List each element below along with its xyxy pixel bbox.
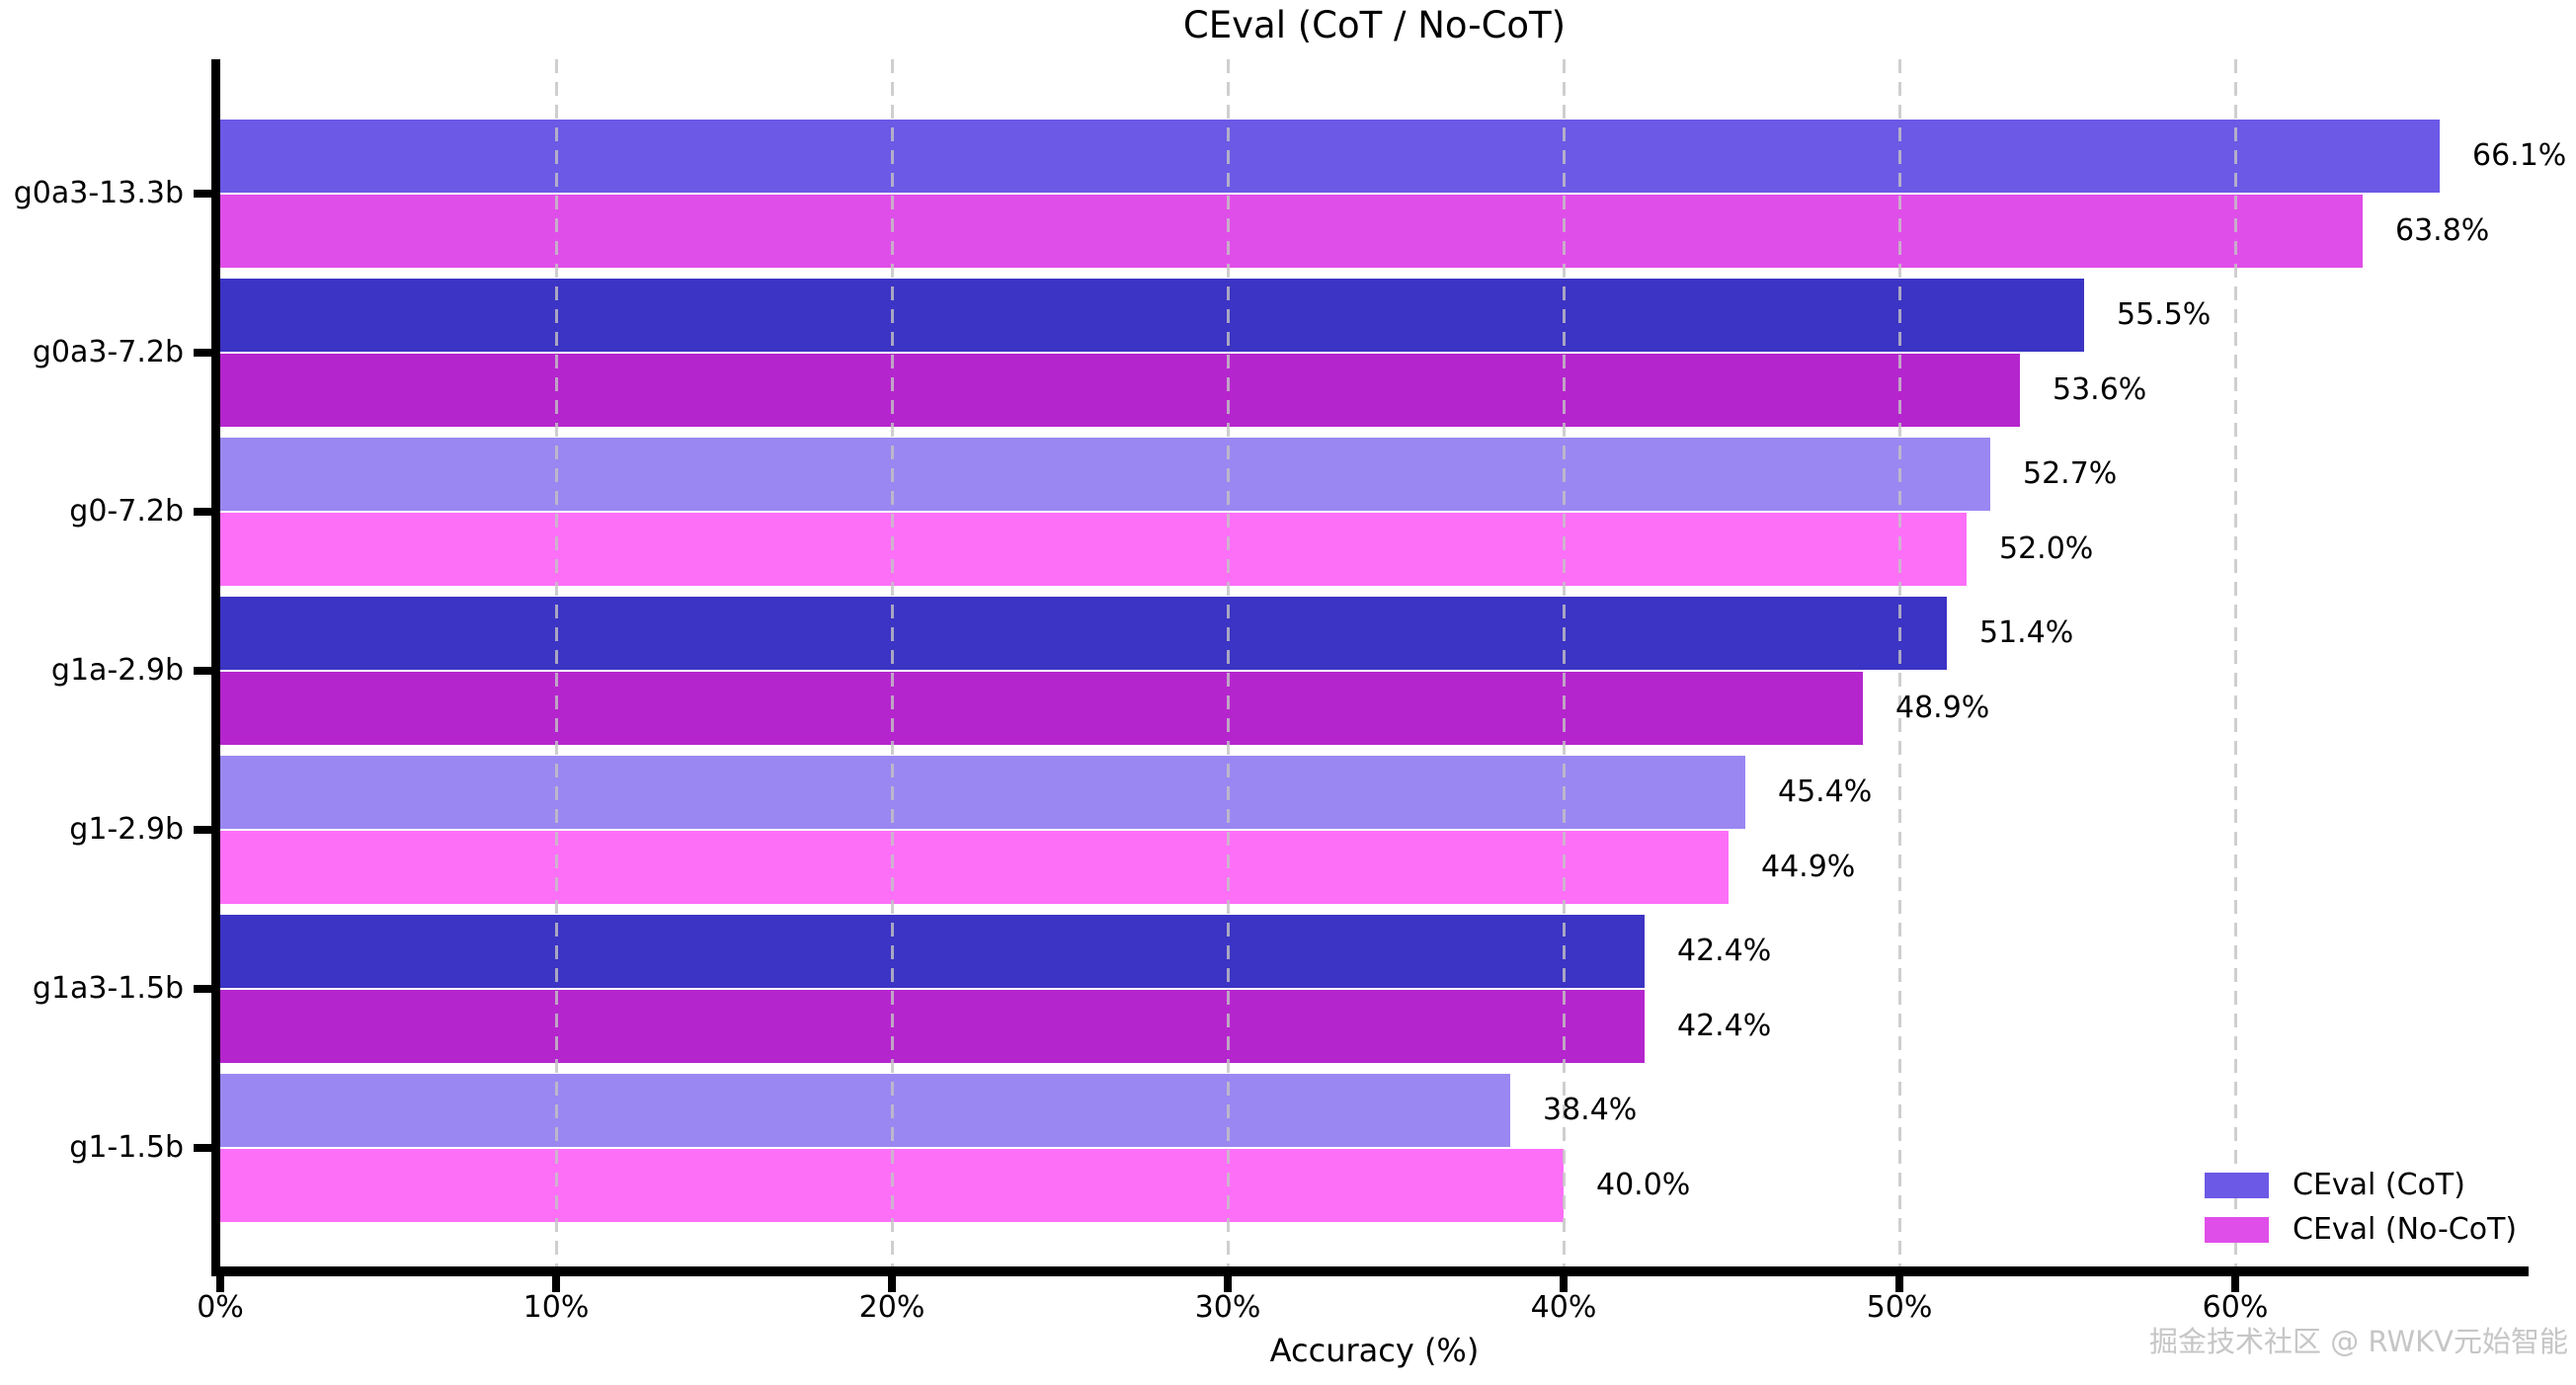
value-label-cot-g0-7.2b: 52.7%: [2023, 456, 2118, 491]
y-axis-spine: [211, 59, 220, 1276]
value-label-nocot-g0a3-7.2b: 53.6%: [2053, 372, 2147, 407]
bar-cot-g1-1.5b: [220, 1074, 1510, 1147]
legend: CEval (CoT) CEval (No-CoT): [2205, 1168, 2518, 1262]
y-tick-mark-g1-1.5b: [194, 1144, 211, 1152]
bar-cot-g0a3-7.2b: [220, 279, 2084, 352]
bar-nocot-g1a-2.9b: [220, 672, 1863, 745]
y-tick-mark-g1-2.9b: [194, 826, 211, 834]
watermark: 掘金技术社区 @ RWKV元始智能: [2149, 1325, 2568, 1358]
x-tick-label-0pct: 0%: [197, 1290, 244, 1325]
x-tick-mark-60pct: [2231, 1276, 2239, 1292]
bar-nocot-g1-2.9b: [220, 831, 1729, 904]
x-tick-mark-40pct: [1560, 1276, 1568, 1292]
bar-cot-g1-2.9b: [220, 756, 1745, 829]
value-label-nocot-g1-2.9b: 44.9%: [1761, 850, 1856, 884]
chart-title: CEval (CoT / No-CoT): [1182, 4, 1567, 46]
y-tick-mark-g0a3-13.3b: [194, 190, 211, 198]
value-label-nocot-g0a3-13.3b: 63.8%: [2395, 213, 2490, 248]
bar-nocot-g0-7.2b: [220, 513, 1967, 586]
x-tick-mark-10pct: [552, 1276, 560, 1292]
x-tick-label-40pct: 40%: [1530, 1290, 1597, 1325]
value-label-cot-g1-2.9b: 45.4%: [1778, 774, 1873, 809]
y-tick-label-g0a3-7.2b: g0a3-7.2b: [32, 335, 184, 369]
x-tick-mark-50pct: [1895, 1276, 1903, 1292]
x-tick-mark-0pct: [216, 1276, 224, 1292]
value-label-cot-g0a3-7.2b: 55.5%: [2117, 297, 2212, 332]
gridline-20pct: [891, 59, 894, 1266]
y-tick-mark-g0a3-7.2b: [194, 349, 211, 357]
legend-item-nocot: CEval (No-CoT): [2205, 1212, 2518, 1247]
value-label-cot-g0a3-13.3b: 66.1%: [2472, 138, 2567, 173]
legend-label-nocot: CEval (No-CoT): [2293, 1212, 2518, 1247]
bar-cot-g1a-2.9b: [220, 597, 1947, 670]
value-label-nocot-g1a3-1.5b: 42.4%: [1677, 1009, 1772, 1043]
gridline-40pct: [1563, 59, 1566, 1266]
y-tick-mark-g0-7.2b: [194, 508, 211, 516]
x-axis-spine: [211, 1266, 2529, 1276]
bar-nocot-g1a3-1.5b: [220, 990, 1645, 1063]
y-tick-label-g1-1.5b: g1-1.5b: [69, 1130, 184, 1165]
legend-item-cot: CEval (CoT): [2205, 1168, 2517, 1202]
y-tick-label-g1-2.9b: g1-2.9b: [69, 812, 184, 847]
gridline-30pct: [1227, 59, 1230, 1266]
value-label-nocot-g1-1.5b: 40.0%: [1596, 1168, 1691, 1202]
x-tick-label-50pct: 50%: [1866, 1290, 1933, 1325]
value-label-cot-g1a-2.9b: 51.4%: [1979, 615, 2074, 650]
bar-nocot-g0a3-7.2b: [220, 354, 2020, 427]
x-tick-mark-30pct: [1224, 1276, 1232, 1292]
value-label-cot-g1a3-1.5b: 42.4%: [1677, 934, 1772, 968]
x-tick-label-60pct: 60%: [2202, 1290, 2269, 1325]
gridline-10pct: [555, 59, 558, 1266]
x-tick-mark-20pct: [888, 1276, 896, 1292]
bar-cot-g0-7.2b: [220, 438, 1990, 511]
x-tick-label-10pct: 10%: [523, 1290, 590, 1325]
bar-nocot-g0a3-13.3b: [220, 195, 2363, 268]
y-tick-label-g1a-2.9b: g1a-2.9b: [50, 653, 184, 688]
legend-label-cot: CEval (CoT): [2293, 1168, 2465, 1202]
value-label-cot-g1-1.5b: 38.4%: [1543, 1093, 1638, 1127]
x-tick-label-30pct: 30%: [1194, 1290, 1261, 1325]
y-tick-label-g0a3-13.3b: g0a3-13.3b: [13, 176, 184, 210]
x-axis-title: Accuracy (%): [1269, 1332, 1480, 1369]
legend-swatch-nocot: [2205, 1217, 2269, 1243]
gridline-50pct: [1898, 59, 1901, 1266]
gridline-60pct: [2234, 59, 2237, 1266]
legend-swatch-cot: [2205, 1173, 2269, 1198]
y-tick-label-g0-7.2b: g0-7.2b: [69, 494, 184, 529]
y-tick-label-g1a3-1.5b: g1a3-1.5b: [32, 971, 184, 1006]
x-tick-label-20pct: 20%: [858, 1290, 926, 1325]
bar-cot-g1a3-1.5b: [220, 915, 1645, 988]
bar-cot-g0a3-13.3b: [220, 120, 2440, 193]
value-label-nocot-g1a-2.9b: 48.9%: [1895, 691, 1990, 725]
value-label-nocot-g0-7.2b: 52.0%: [1999, 531, 2094, 566]
y-tick-mark-g1a3-1.5b: [194, 985, 211, 993]
y-tick-mark-g1a-2.9b: [194, 667, 211, 675]
